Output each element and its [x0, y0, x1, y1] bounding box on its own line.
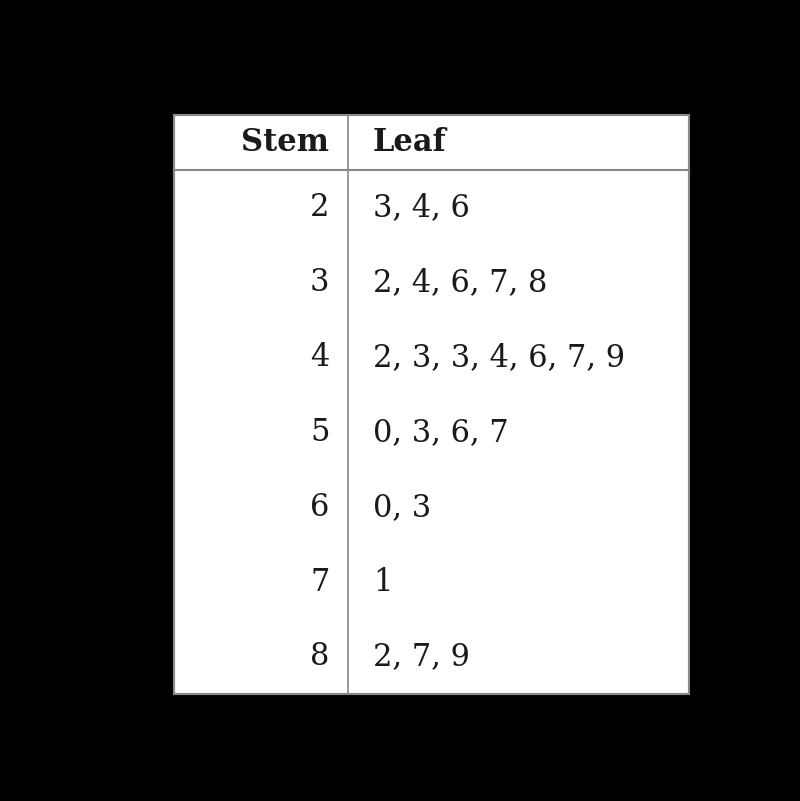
Text: 0, 3, 6, 7: 0, 3, 6, 7 — [373, 417, 509, 448]
Text: 2, 3, 3, 4, 6, 7, 9: 2, 3, 3, 4, 6, 7, 9 — [373, 342, 625, 373]
Text: 3: 3 — [310, 267, 330, 298]
Text: Stem: Stem — [242, 127, 330, 158]
Text: 3, 4, 6: 3, 4, 6 — [373, 192, 470, 223]
Text: 2: 2 — [310, 192, 330, 223]
Text: 5: 5 — [310, 417, 330, 448]
Text: 7: 7 — [310, 566, 330, 598]
Text: 8: 8 — [310, 642, 330, 673]
Text: Leaf: Leaf — [373, 127, 446, 158]
Text: 2, 4, 6, 7, 8: 2, 4, 6, 7, 8 — [373, 267, 547, 298]
Text: 2, 7, 9: 2, 7, 9 — [373, 642, 470, 673]
Text: 1: 1 — [373, 566, 392, 598]
Text: 4: 4 — [310, 342, 330, 373]
Text: 0, 3: 0, 3 — [373, 492, 431, 523]
Text: 6: 6 — [310, 492, 330, 523]
